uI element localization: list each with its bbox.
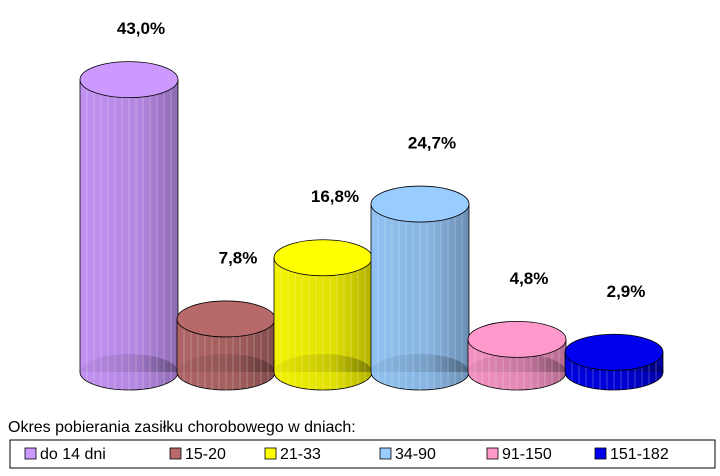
cylinder-bottom-shade bbox=[468, 354, 566, 390]
cylinder-shade bbox=[80, 79, 178, 372]
value-label: 43,0% bbox=[117, 19, 165, 38]
legend-label: 15-20 bbox=[185, 446, 226, 463]
value-label: 16,8% bbox=[311, 187, 359, 206]
cylinder-top bbox=[79, 61, 179, 98]
legend-label: 91-150 bbox=[502, 446, 552, 463]
cylinder-bottom-shade bbox=[80, 354, 178, 390]
legend-swatch bbox=[169, 447, 182, 460]
legend-swatch bbox=[264, 447, 277, 460]
cylinder-top bbox=[370, 185, 470, 223]
legend-swatch bbox=[24, 447, 37, 460]
cylinder-top bbox=[176, 300, 276, 338]
value-label: 2,9% bbox=[607, 282, 646, 301]
legend-swatch bbox=[379, 447, 392, 460]
legend-label: do 14 dni bbox=[40, 446, 106, 463]
legend-label: 34-90 bbox=[395, 446, 436, 463]
cylinder-shade bbox=[274, 257, 372, 372]
value-label: 7,8% bbox=[219, 248, 258, 267]
legend-label: 151-182 bbox=[610, 446, 669, 463]
value-label: 24,7% bbox=[408, 134, 456, 153]
cylinder-shade bbox=[371, 204, 469, 372]
cylinder-bottom-shade bbox=[274, 354, 372, 390]
cylinder-top bbox=[467, 320, 567, 358]
legend-swatch bbox=[486, 447, 499, 460]
legend-box bbox=[9, 439, 716, 469]
legend-swatch bbox=[594, 447, 607, 460]
cylinder-top bbox=[273, 239, 373, 277]
legend-label: 21-33 bbox=[280, 446, 321, 463]
cylinder-top bbox=[564, 333, 664, 371]
cylinder-bottom-shade bbox=[177, 354, 275, 390]
legend-title: Okres pobierania zasiłku chorobowego w d… bbox=[8, 419, 356, 436]
value-label: 4,8% bbox=[510, 269, 549, 288]
cylinder-bottom-shade bbox=[371, 354, 469, 390]
